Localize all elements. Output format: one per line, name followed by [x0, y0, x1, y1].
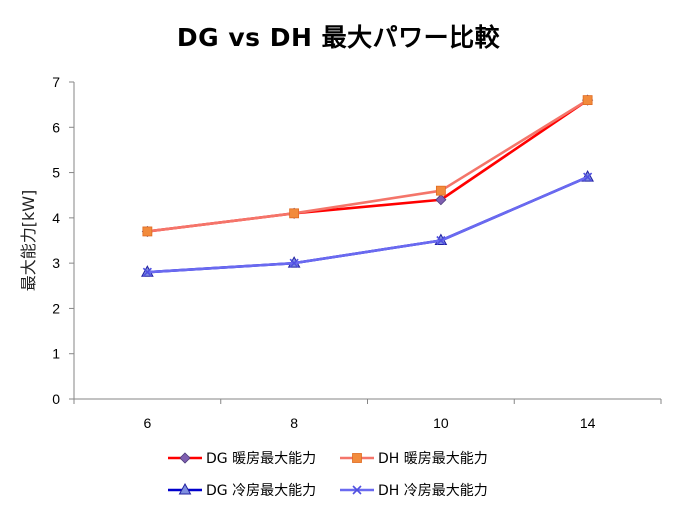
y-tick-label: 0: [52, 391, 60, 407]
y-tick-label: 1: [52, 346, 60, 362]
legend-marker: [178, 482, 192, 495]
marker-stroke: [583, 172, 593, 182]
data-point: [435, 185, 446, 196]
chart-title: DG vs DH 最大パワー比較: [176, 23, 501, 52]
data-point: [583, 172, 593, 182]
y-tick-label: 2: [52, 300, 60, 316]
legend-marker: [352, 453, 362, 463]
series-layer: [141, 94, 594, 277]
marker-stroke: [352, 485, 362, 495]
marker-stroke: [142, 267, 152, 277]
legend-item: DG 暖房最大能力: [168, 451, 316, 467]
y-tick-label: 6: [52, 119, 60, 135]
legend: DG 暖房最大能力 DH 暖房最大能力 DG 冷房最大能力 DH 冷房最大能力: [168, 451, 488, 499]
series-1: [141, 94, 594, 238]
y-tick-label: 5: [52, 165, 60, 181]
x-tick-label: 8: [290, 415, 298, 431]
series-4: [142, 172, 593, 277]
x-tick-label: 10: [433, 415, 449, 431]
axes: 0 1 2 3 4 5 6 7 6 8 10 14 最大能力[kW]: [19, 74, 662, 431]
x-tick-label: 14: [580, 415, 596, 431]
y-tick-label: 4: [52, 210, 60, 226]
series-2: [142, 95, 593, 237]
series-line: [147, 99, 589, 233]
marker-stroke: [289, 258, 299, 268]
data-point: [142, 226, 153, 237]
legend-marker: [179, 452, 191, 464]
legend-item: DH 暖房最大能力: [340, 451, 488, 467]
x-tick-label: 6: [143, 415, 151, 431]
series-line: [147, 175, 589, 274]
series-line: [147, 99, 589, 233]
y-tick-label: 3: [52, 255, 60, 271]
marker-stroke: [436, 235, 446, 246]
legend-item: DH 冷房最大能力: [340, 483, 488, 499]
data-point: [289, 258, 299, 268]
data-point: [142, 267, 152, 277]
legend-item: DG 冷房最大能力: [168, 482, 316, 499]
data-point: [582, 95, 593, 106]
legend-label: DH 暖房最大能力: [378, 451, 488, 467]
data-point: [435, 194, 447, 206]
y-axis-title: 最大能力[kW]: [19, 190, 38, 292]
legend-label: DG 暖房最大能力: [206, 451, 316, 467]
legend-marker: [352, 485, 362, 495]
legend-label: DH 冷房最大能力: [378, 483, 488, 499]
legend-label: DG 冷房最大能力: [206, 483, 316, 499]
y-tick-label: 7: [52, 74, 60, 90]
data-point: [289, 208, 300, 219]
data-point: [436, 235, 446, 246]
series-line: [147, 175, 589, 274]
